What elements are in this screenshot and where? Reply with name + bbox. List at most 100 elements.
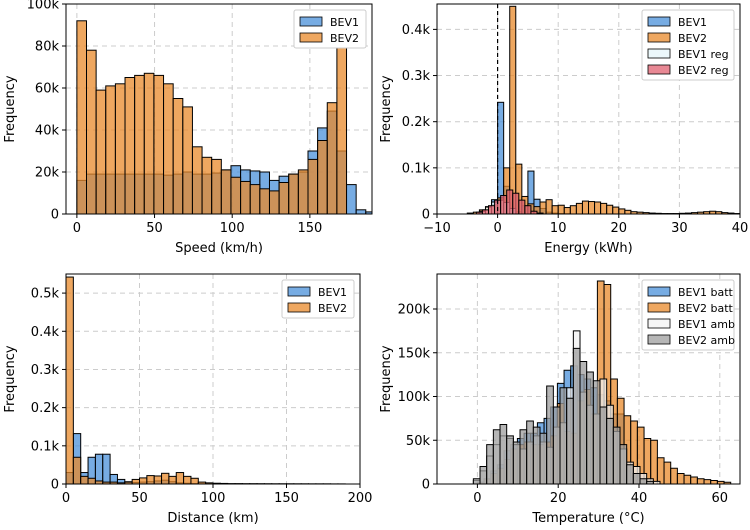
- bar-bev2: [240, 180, 251, 214]
- bar-bev2: [594, 201, 602, 214]
- bar-bev2-batt: [703, 479, 712, 484]
- bar-bev2-amb: [612, 426, 621, 484]
- bar-bev2: [551, 205, 559, 214]
- bar-bev2-batt: [690, 476, 698, 484]
- bar-bev2: [124, 77, 136, 214]
- bar-bev2: [545, 199, 553, 214]
- y-tick-label: 60k: [35, 82, 60, 97]
- y-tick-label: 0.1k: [31, 439, 60, 454]
- x-tick-label: 10: [550, 221, 567, 236]
- legend-label-bev2-reg: BEV2 reg: [678, 64, 729, 77]
- bar-bev2-batt: [696, 478, 705, 484]
- bar-bev2: [220, 169, 232, 214]
- legend-label-bev1: BEV1: [318, 286, 347, 299]
- x-tick-label: 40: [631, 491, 648, 506]
- bar-bev1: [375, 213, 385, 214]
- x-axis-label: Distance (km): [167, 511, 258, 526]
- x-tick-label: 0: [493, 221, 501, 236]
- legend: BEV1 BEV2: [293, 9, 367, 49]
- legend-label-bev2: BEV2: [318, 302, 347, 315]
- bar-bev2: [131, 478, 140, 484]
- bar-bev2-amb: [639, 478, 648, 484]
- bar-bev2-amb: [572, 347, 581, 484]
- bar-bev2: [163, 83, 174, 214]
- bar-bev2: [146, 475, 155, 484]
- bar-bev2-amb: [546, 385, 554, 484]
- bar-bev2-amb: [646, 480, 654, 484]
- bar-bev2: [211, 158, 222, 214]
- y-tick-label: 0: [422, 208, 430, 223]
- legend-label-bev2: BEV2: [678, 32, 707, 45]
- chart-panel-1: 0 50 100 150 0 20k 40k 60k 80k 100k Speed (km/h) Fr…: [3, 0, 385, 256]
- x-axis-label: Energy (kWh): [544, 241, 632, 256]
- legend: BEV1 BEV2 BEV1 reg BEV2 reg: [641, 9, 735, 81]
- bar-bev2: [268, 190, 280, 214]
- bar-bev2: [278, 182, 290, 214]
- bar-bev2-batt: [663, 461, 672, 484]
- x-tick-label: 150: [297, 221, 322, 236]
- bar-bev2: [86, 49, 97, 214]
- bar-bev2-amb: [499, 424, 508, 484]
- bars-group: [472, 280, 732, 484]
- bar-bev2-amb: [492, 429, 501, 484]
- bar-bev2: [606, 204, 614, 214]
- y-tick-label: 0.1k: [402, 161, 431, 176]
- y-tick-label: 0.2k: [31, 401, 60, 416]
- bar-bev2-amb: [586, 371, 594, 484]
- x-tick-label: 100: [201, 491, 226, 506]
- bar-bev2-reg: [518, 199, 526, 214]
- bar-bev2: [80, 475, 89, 484]
- bar-bev2-amb: [566, 397, 574, 484]
- bar-bev2-amb: [526, 420, 534, 484]
- plot-frame: [436, 3, 741, 215]
- bar-bev2: [172, 98, 184, 214]
- y-tick-label: 0.4k: [402, 23, 431, 38]
- bar-bev1: [94, 453, 104, 484]
- series-bev2-amb: [472, 347, 654, 484]
- bar-bev2: [317, 140, 328, 214]
- y-tick-label: 0.2k: [402, 115, 431, 130]
- legend-label-bev2-batt: BEV2 batt: [678, 302, 734, 315]
- legend-swatch-bev2-batt: [647, 302, 671, 313]
- legend-box: [641, 9, 735, 81]
- x-tick-label: 20: [550, 491, 567, 506]
- legend-swatch-bev2: [287, 302, 311, 313]
- legend-swatch-bev2: [299, 32, 323, 43]
- bar-bev2-amb: [632, 473, 641, 484]
- legend-swatch-bev2-reg: [647, 64, 671, 75]
- bar-bev2: [307, 158, 319, 214]
- bar-bev2: [569, 205, 577, 214]
- bar-bev2: [612, 206, 620, 214]
- y-axis-label: Frequency: [3, 75, 18, 142]
- bar-bev2-reg: [488, 205, 496, 214]
- bar-bev2: [183, 475, 192, 484]
- y-tick-label: 0.5k: [31, 287, 60, 302]
- bar-bev2-amb: [532, 426, 541, 484]
- x-tick-label: 0: [473, 491, 481, 506]
- legend: BEV1 BEV2: [281, 279, 355, 319]
- bar-bev2-amb: [519, 429, 528, 484]
- y-tick-label: 0.3k: [31, 363, 60, 378]
- bar-bev2: [326, 102, 338, 214]
- bar-bev2-amb: [486, 444, 494, 484]
- bar-bev2: [624, 209, 632, 214]
- x-tick-label: 30: [671, 221, 688, 236]
- bar-bev2: [288, 173, 299, 214]
- bar-bev2: [259, 188, 270, 214]
- bar-bev2-reg: [524, 205, 532, 214]
- bar-bev2-reg: [512, 192, 520, 214]
- bar-bev1: [346, 184, 357, 214]
- bar-bev2-batt: [683, 474, 692, 484]
- bar-bev2: [76, 20, 88, 214]
- bar-bev2-batt: [650, 439, 658, 484]
- x-tick-label: 0: [73, 221, 81, 236]
- series-bev2: [76, 9, 348, 214]
- bar-bev2: [105, 85, 116, 214]
- y-tick-label: 100k: [27, 0, 60, 13]
- bar-bev2-reg: [500, 195, 508, 214]
- bar-bev2-amb: [539, 432, 548, 484]
- legend-label-bev1-amb: BEV1 amb: [678, 318, 735, 331]
- bar-bev2: [249, 184, 261, 214]
- bar-bev2: [95, 89, 107, 214]
